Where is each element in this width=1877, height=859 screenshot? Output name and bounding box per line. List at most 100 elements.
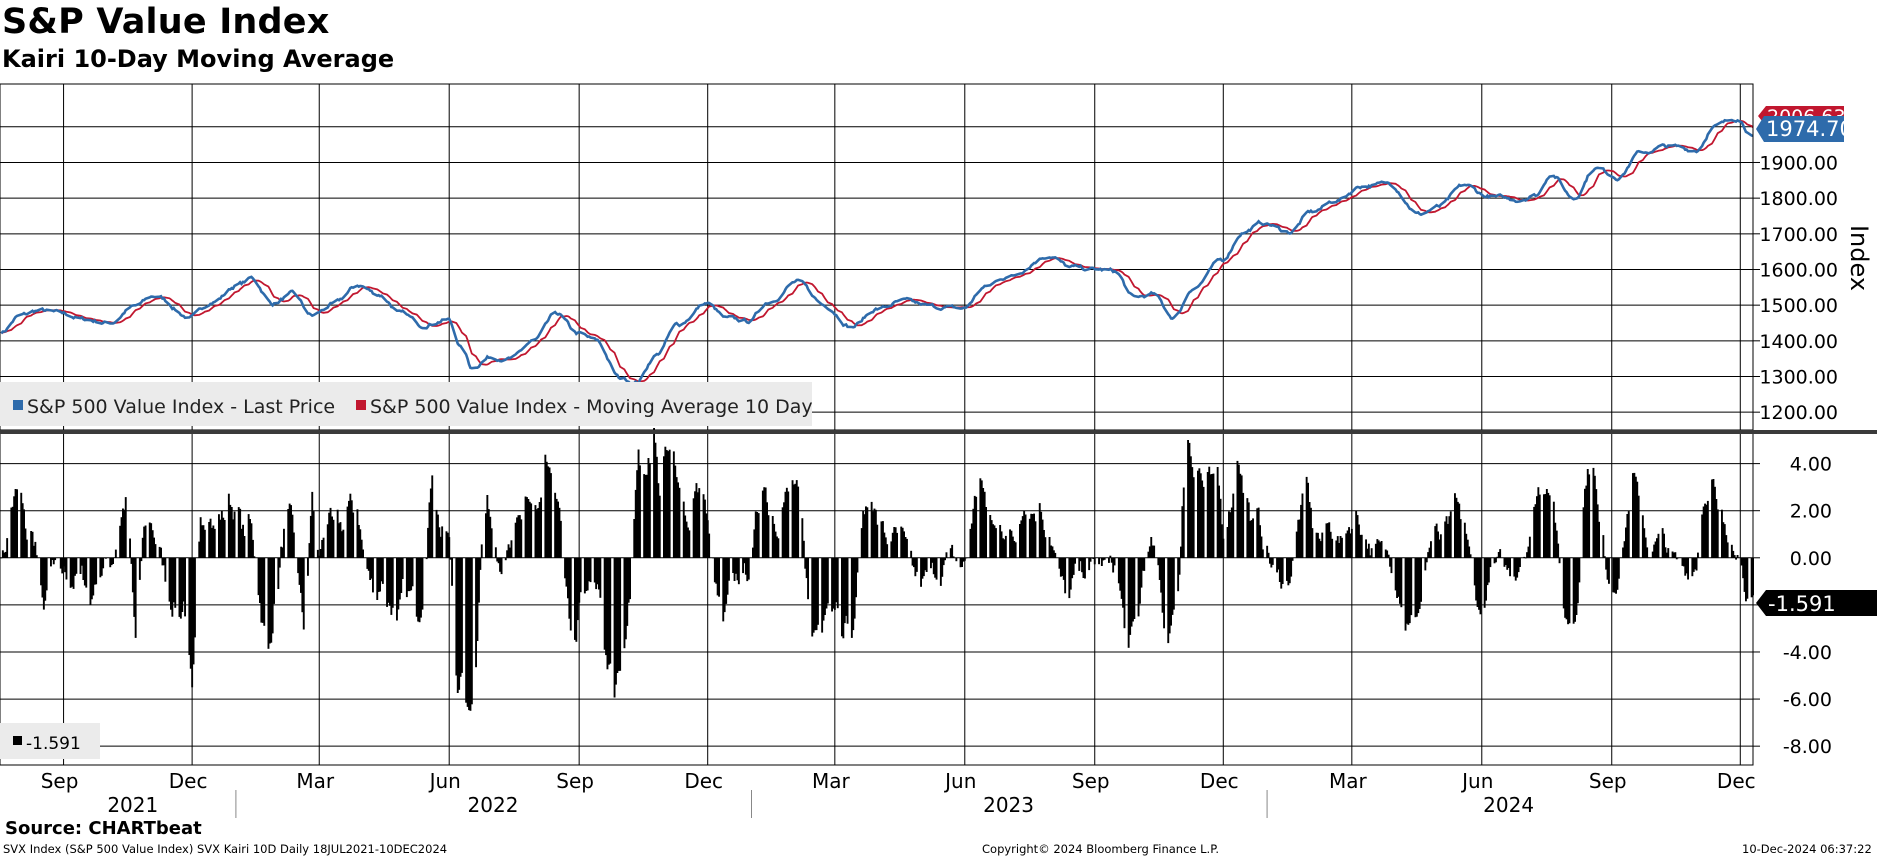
kairi-bar xyxy=(1536,496,1538,558)
kairi-bar xyxy=(1249,521,1252,558)
price-tick-label: 1700.00 xyxy=(1759,224,1838,246)
kairi-bar xyxy=(538,502,541,558)
kairi-bar xyxy=(904,537,907,558)
kairi-bar xyxy=(1735,557,1737,560)
kairi-bar xyxy=(350,500,353,558)
kairi-bar xyxy=(129,538,131,558)
kairi-bar xyxy=(1544,494,1547,558)
kairi-bar xyxy=(398,557,401,600)
kairi-bar xyxy=(537,508,540,558)
kairi-bar xyxy=(850,557,853,638)
kairi-bar xyxy=(312,511,315,558)
kairi-bar xyxy=(735,557,737,574)
kairi-bar xyxy=(1172,557,1175,610)
kairi-bar xyxy=(1380,541,1383,558)
kairi-bar xyxy=(1197,470,1199,558)
kairi-bar xyxy=(1547,492,1550,558)
kairi-bar xyxy=(1711,479,1713,558)
kairi-bar xyxy=(297,557,300,574)
kairi-bar xyxy=(179,557,182,619)
kairi-bar xyxy=(34,541,37,558)
kairi-last-value-tag: -1.591 xyxy=(1756,590,1877,616)
kairi-bar xyxy=(653,428,655,558)
kairi-bar xyxy=(59,557,62,569)
price-lines xyxy=(0,118,1754,385)
kairi-bar xyxy=(1259,525,1261,558)
kairi-bar xyxy=(1545,489,1548,558)
kairi-bar xyxy=(1311,528,1314,558)
kairi-bar xyxy=(568,557,571,619)
kairi-bar xyxy=(449,557,452,560)
kairi-bar xyxy=(1278,557,1281,582)
kairi-bar xyxy=(1331,538,1334,558)
kairi-bar xyxy=(455,557,458,676)
kairi-bar xyxy=(1725,535,1728,558)
kairi-bar xyxy=(1519,557,1521,567)
kairi-bar xyxy=(319,549,322,558)
kairi-bar xyxy=(1714,486,1716,558)
kairi-bar xyxy=(405,557,408,598)
chart-subtitle: Kairi 10-Day Moving Average xyxy=(2,45,395,73)
kairi-bar xyxy=(391,557,394,608)
kairi-bar xyxy=(249,519,251,558)
kairi-bar xyxy=(1201,480,1204,558)
kairi-bar xyxy=(1646,547,1649,558)
kairi-bar xyxy=(105,557,107,559)
kairi-bar xyxy=(1459,519,1462,558)
kairi-bar xyxy=(1740,557,1743,566)
kairi-bar xyxy=(1319,541,1322,558)
kairi-bar xyxy=(794,483,797,558)
kairi-bar xyxy=(832,557,835,609)
kairi-bar xyxy=(1161,557,1164,613)
kairi-bar xyxy=(1182,487,1185,558)
kairi-bar xyxy=(836,557,839,609)
kairi-bar xyxy=(346,506,349,558)
kairi-bar xyxy=(949,548,952,558)
kairi-bar xyxy=(1237,464,1240,558)
kairi-bar xyxy=(1687,557,1689,580)
kairi-bar xyxy=(182,557,185,602)
kairi-bar xyxy=(1576,557,1579,604)
kairi-bar xyxy=(1665,552,1668,558)
x-year-label: 2021 xyxy=(107,793,158,817)
kairi-bar xyxy=(1636,481,1639,558)
kairi-bar xyxy=(704,499,706,558)
kairi-bar xyxy=(191,557,194,688)
kairi-bar xyxy=(212,525,215,558)
kairi-bar xyxy=(1041,519,1044,558)
kairi-bar xyxy=(1427,552,1430,558)
kairi-bar xyxy=(1358,524,1360,558)
kairi-bar xyxy=(348,500,350,558)
kairi-bar xyxy=(42,557,45,610)
kairi-bar xyxy=(1602,535,1605,558)
kairi-bar xyxy=(767,515,770,558)
kairi-bar xyxy=(1537,487,1540,558)
kairi-bar xyxy=(85,557,88,588)
kairi-bar xyxy=(1098,557,1100,565)
kairi-bar xyxy=(252,539,254,558)
kairi-bar xyxy=(833,557,836,610)
kairi-bar xyxy=(1141,557,1144,571)
kairi-bar xyxy=(1232,493,1235,558)
kairi-bar xyxy=(969,528,972,558)
kairi-bar xyxy=(377,557,380,592)
kairi-bar xyxy=(1011,536,1014,558)
kairi-bar xyxy=(153,537,155,558)
kairi-bar xyxy=(1653,544,1656,558)
kairi-bar xyxy=(1139,557,1141,604)
kairi-legend-swatch xyxy=(13,736,22,745)
kairi-bar xyxy=(644,474,647,558)
kairi-bar xyxy=(480,544,483,558)
kairi-bar xyxy=(148,522,151,558)
kairi-bar xyxy=(1486,557,1489,586)
price-legend[interactable]: S&P 500 Value Index - Last Price S&P 500… xyxy=(0,382,813,426)
kairi-bar xyxy=(273,557,275,604)
kairi-bar xyxy=(131,557,134,593)
kairi-legend-label: -1.591 xyxy=(26,734,81,754)
kairi-bar xyxy=(1,550,4,558)
kairi-bar xyxy=(924,557,927,571)
kairi-bar xyxy=(1150,537,1153,558)
kairi-bar xyxy=(4,551,7,558)
kairi-bar xyxy=(1543,494,1545,558)
kairi-bar xyxy=(722,557,725,622)
